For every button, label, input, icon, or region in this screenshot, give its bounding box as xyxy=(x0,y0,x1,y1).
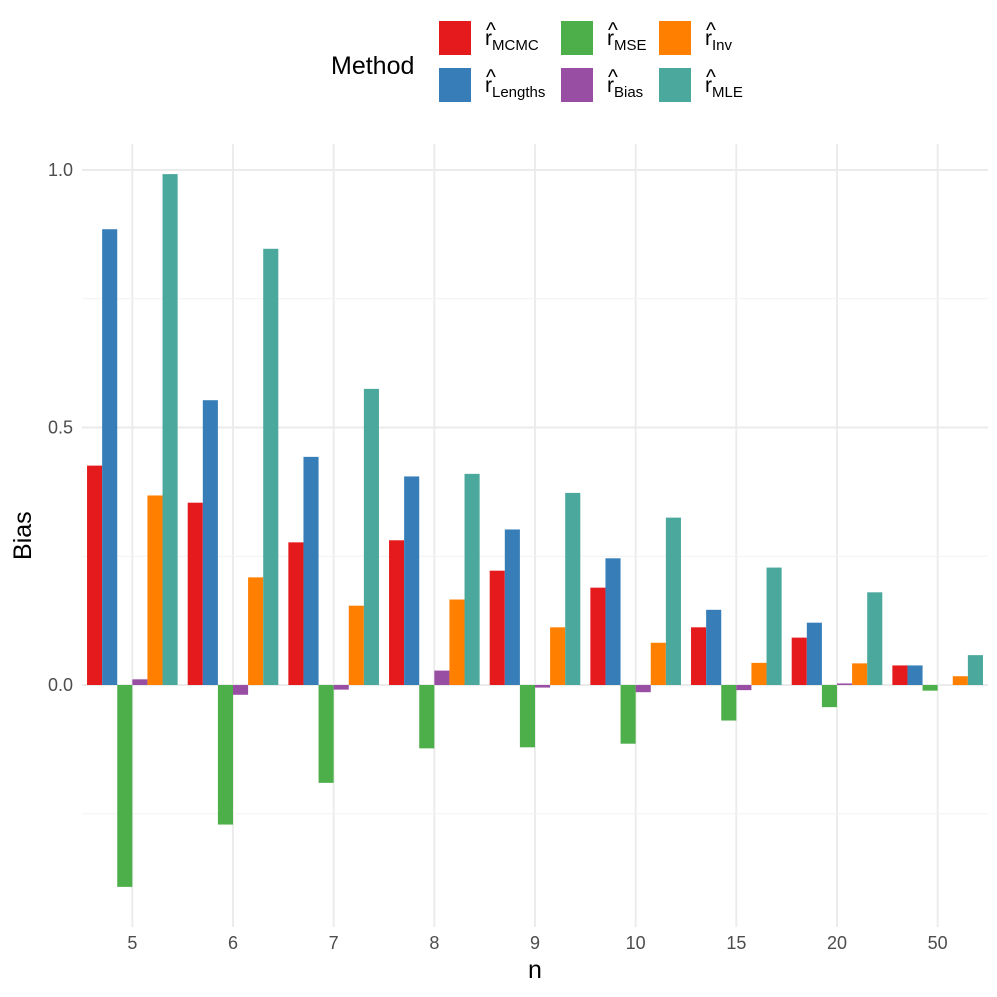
legend-title: Method xyxy=(331,52,414,80)
bar-mse-n5 xyxy=(117,685,133,887)
bar-mcmc-n15 xyxy=(691,627,707,685)
bars xyxy=(87,174,983,887)
legend-key-bias xyxy=(561,68,593,102)
legend-hat-glyph: ^ xyxy=(486,19,496,42)
bar-lengths-n6 xyxy=(202,400,218,685)
bar-inv-n6 xyxy=(248,577,264,685)
bar-lengths-n7 xyxy=(303,456,319,685)
bar-bias-n9 xyxy=(535,685,551,688)
legend-key-mle xyxy=(659,68,691,102)
y-tick-label: 0.5 xyxy=(48,418,73,438)
bar-mle-n7 xyxy=(363,388,379,685)
x-tick-label: 15 xyxy=(726,933,746,953)
y-axis-title: Bias xyxy=(9,511,37,560)
bar-mle-n50 xyxy=(967,655,983,685)
x-tick-label: 7 xyxy=(329,933,339,953)
x-tick-label: 20 xyxy=(827,933,847,953)
legend-label-mcmc: rMCMC xyxy=(485,27,539,54)
legend-key-inv xyxy=(659,21,691,55)
bar-inv-n50 xyxy=(952,676,968,685)
x-tick-label: 5 xyxy=(127,933,137,953)
bar-lengths-n8 xyxy=(404,476,420,685)
x-tick-label: 8 xyxy=(429,933,439,953)
x-tick-label: 10 xyxy=(626,933,646,953)
x-axis-title: n xyxy=(528,956,542,984)
bar-mle-n5 xyxy=(162,174,178,685)
bar-bias-n10 xyxy=(635,685,651,693)
legend: Method ^rMCMC^rLengths^rMSE^rBias^rInv^r… xyxy=(331,19,743,102)
bar-inv-n7 xyxy=(348,605,364,685)
bar-lengths-n15 xyxy=(706,609,722,685)
bar-mcmc-n50 xyxy=(892,665,908,685)
bar-bias-n15 xyxy=(736,685,752,691)
legend-label-mse: rMSE xyxy=(607,27,647,54)
bar-bias-n7 xyxy=(333,685,349,690)
y-tick-labels: 0.0 0.5 1.0 xyxy=(48,160,73,695)
bar-lengths-n5 xyxy=(102,229,118,685)
legend-hat-glyph: ^ xyxy=(706,66,716,89)
legend-hat-glyph: ^ xyxy=(608,66,618,89)
legend-label-inv: rInv xyxy=(705,27,733,54)
bar-inv-n15 xyxy=(751,662,767,685)
legend-hat-glyph: ^ xyxy=(608,19,618,42)
bar-inv-n20 xyxy=(852,663,868,685)
bar-mle-n15 xyxy=(766,567,782,685)
bar-inv-n8 xyxy=(449,599,465,685)
bar-mcmc-n7 xyxy=(288,542,304,685)
x-tick-label: 50 xyxy=(928,933,948,953)
legend-label-lengths: rLengths xyxy=(485,74,545,101)
bar-mse-n8 xyxy=(419,685,435,749)
bar-bias-n8 xyxy=(434,670,450,685)
bar-mcmc-n6 xyxy=(187,502,203,685)
bar-mle-n20 xyxy=(867,592,883,685)
legend-key-lengths xyxy=(439,68,471,102)
bar-mcmc-n8 xyxy=(389,540,405,685)
bar-bias-n20 xyxy=(837,683,853,685)
bar-mse-n7 xyxy=(318,685,334,783)
legend-label-mle: rMLE xyxy=(705,74,743,101)
bar-mse-n50 xyxy=(922,685,938,691)
legend-hat-glyph: ^ xyxy=(706,19,716,42)
y-tick-label: 0.0 xyxy=(48,675,73,695)
bar-mle-n8 xyxy=(464,473,480,685)
bar-mcmc-n20 xyxy=(791,637,807,685)
bar-lengths-n9 xyxy=(504,529,520,685)
legend-label-bias: rBias xyxy=(607,74,643,101)
x-tick-labels: 5 6 7 8 9 10 15 20 50 xyxy=(127,933,947,953)
bar-mse-n15 xyxy=(721,685,737,721)
bar-mse-n20 xyxy=(821,685,837,708)
bar-lengths-n10 xyxy=(605,558,621,685)
bar-bias-n6 xyxy=(233,685,249,695)
bar-inv-n9 xyxy=(550,627,566,685)
bar-mle-n9 xyxy=(565,492,581,685)
x-tick-label: 6 xyxy=(228,933,238,953)
bar-mle-n6 xyxy=(263,248,279,686)
bar-lengths-n50 xyxy=(907,665,923,685)
bar-mse-n6 xyxy=(217,685,233,825)
bar-inv-n10 xyxy=(650,642,666,685)
bar-inv-n5 xyxy=(147,495,163,685)
bar-mcmc-n10 xyxy=(590,587,606,685)
bar-lengths-n20 xyxy=(806,622,822,685)
legend-key-mse xyxy=(561,21,593,55)
legend-key-mcmc xyxy=(439,21,471,55)
bar-mle-n10 xyxy=(665,517,681,685)
bar-mse-n10 xyxy=(620,685,636,744)
bar-mcmc-n5 xyxy=(87,465,103,685)
y-tick-label: 1.0 xyxy=(48,160,73,180)
bar-mcmc-n9 xyxy=(489,570,505,685)
legend-hat-glyph: ^ xyxy=(486,66,496,89)
bar-bias-n5 xyxy=(132,679,148,685)
bar-mse-n9 xyxy=(519,685,535,748)
x-tick-label: 9 xyxy=(530,933,540,953)
